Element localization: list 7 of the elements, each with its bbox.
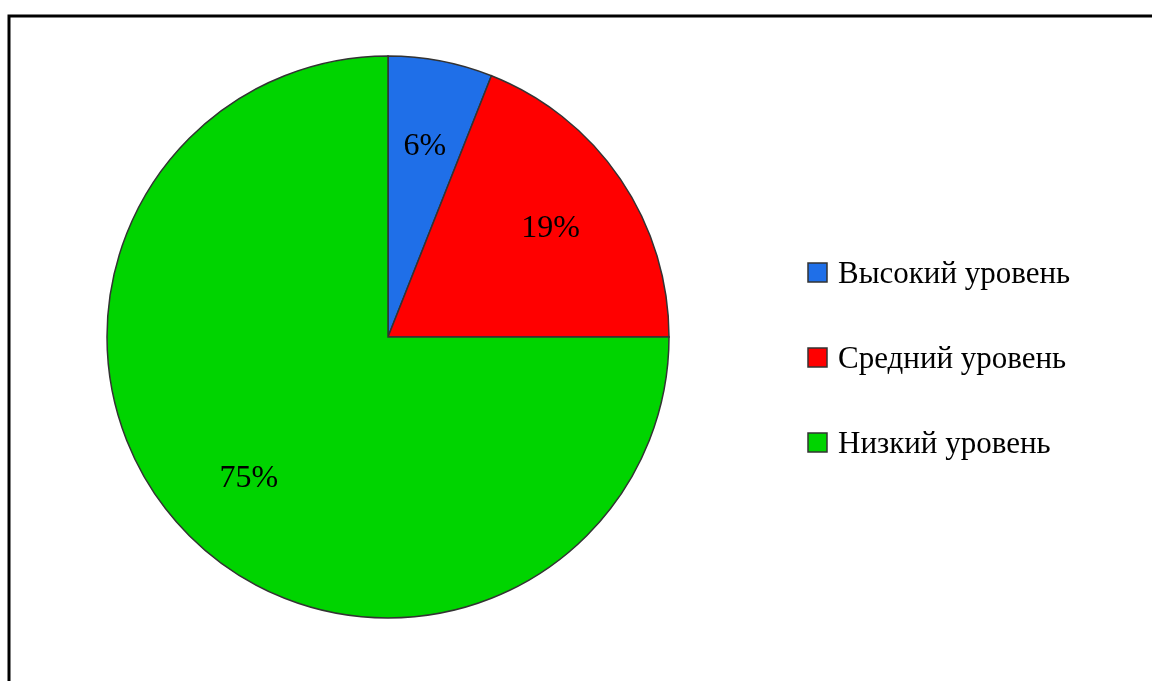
data-label: 75% bbox=[219, 458, 279, 495]
legend-label: Низкий уровень bbox=[838, 424, 1051, 460]
data-label: 6% bbox=[403, 125, 447, 162]
legend-label: Высокий уровень bbox=[838, 254, 1071, 290]
pie-slice bbox=[106, 55, 670, 619]
data-label: 19% bbox=[521, 208, 581, 245]
legend-label: Средний уровень bbox=[838, 339, 1067, 375]
